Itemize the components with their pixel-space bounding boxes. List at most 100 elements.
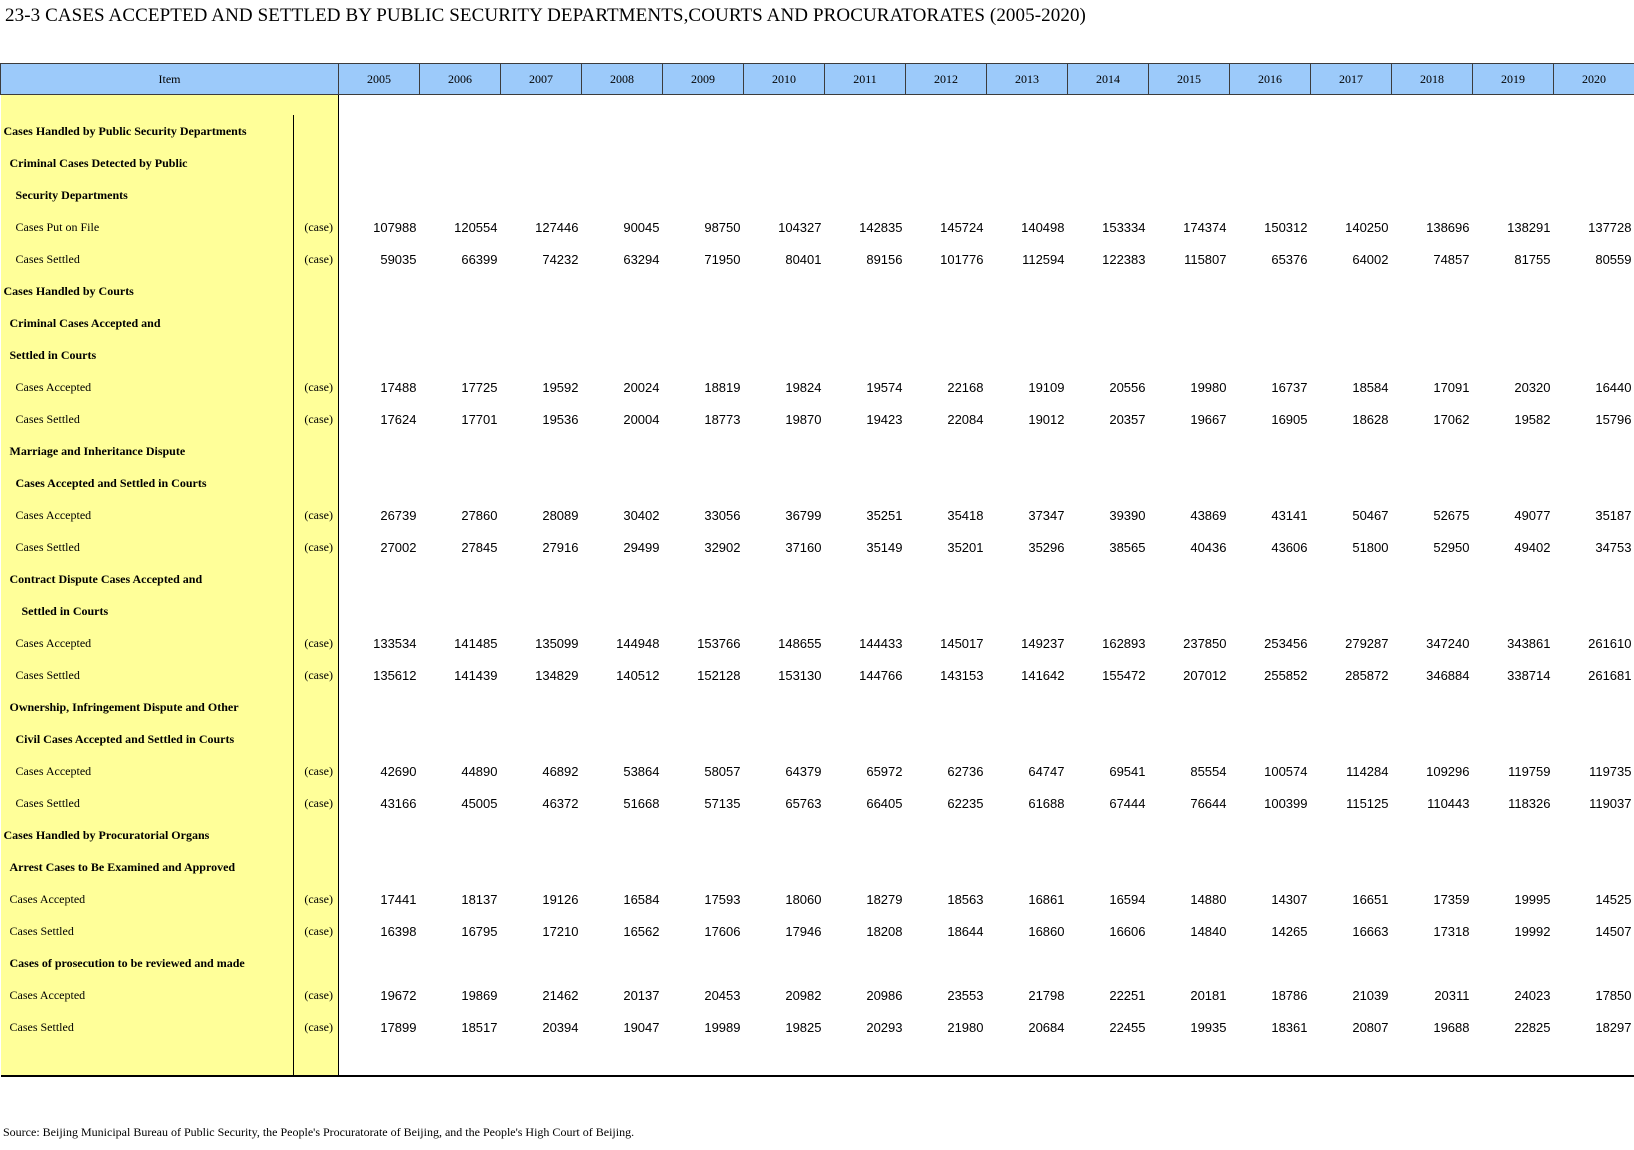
data-cell <box>1473 147 1554 179</box>
data-cell <box>1554 819 1634 851</box>
row-label: Cases Put on File <box>0 211 294 243</box>
unit-label <box>293 851 339 883</box>
data-cell: 18361 <box>1271 1019 1308 1035</box>
data-cell: 261610 <box>1588 635 1632 651</box>
data-cell <box>744 595 825 627</box>
data-cell <box>1068 851 1149 883</box>
data-cell <box>501 275 582 307</box>
data-cell <box>663 691 744 723</box>
data-cell: 14525 <box>1595 891 1632 907</box>
data-cell: 18279 <box>866 891 903 907</box>
data-cell: 35251 <box>866 507 903 523</box>
data-cell: 74857 <box>1433 251 1470 267</box>
unit-label: (case) <box>293 659 339 691</box>
data-cell: 16795 <box>461 923 498 939</box>
data-cell: 120554 <box>454 219 498 235</box>
data-cell: 21980 <box>947 1019 984 1035</box>
data-cell <box>339 339 420 371</box>
data-cell <box>339 851 420 883</box>
data-cell <box>1392 595 1473 627</box>
table-row: Arrest Cases to Be Examined and Approved <box>0 851 1634 883</box>
year-header: 2011 <box>824 63 906 95</box>
data-cell <box>582 467 663 499</box>
data-cell <box>906 179 987 211</box>
data-cell: 37160 <box>785 539 822 555</box>
data-cell <box>1230 435 1311 467</box>
header-row: Item 2005 2006 2007 2008 2009 2010 2011 2012 201… <box>0 63 1634 95</box>
data-cell: 51800 <box>1352 539 1389 555</box>
unit-label: (case) <box>293 755 339 787</box>
year-header: 2020 <box>1553 63 1634 95</box>
table-row: Cases Settled (case) 16398 16795 17210 16562 1… <box>0 915 1634 947</box>
data-cell <box>1392 435 1473 467</box>
section-label: Cases of prosecution to be reviewed and … <box>0 947 294 979</box>
data-cell: 148655 <box>778 635 822 651</box>
data-cell: 17701 <box>461 411 498 427</box>
data-cell: 145017 <box>940 635 984 651</box>
data-cell: 19574 <box>866 379 903 395</box>
unit-label: (case) <box>293 531 339 563</box>
data-cell: 18208 <box>866 923 903 939</box>
data-cell: 22455 <box>1109 1019 1146 1035</box>
year-header: 2006 <box>419 63 501 95</box>
data-cell <box>1149 851 1230 883</box>
year-header: 2015 <box>1148 63 1230 95</box>
data-cell: 19672 <box>380 987 417 1003</box>
data-cell <box>1230 595 1311 627</box>
data-cell: 80401 <box>785 251 822 267</box>
row-label: Cases Settled <box>0 243 294 275</box>
data-cell <box>339 115 420 147</box>
data-cell <box>1230 147 1311 179</box>
data-cell: 285872 <box>1345 667 1389 683</box>
table-row: Cases Settled (case) 43166 45005 46372 51668 5… <box>0 787 1634 819</box>
data-cell <box>1473 819 1554 851</box>
data-cell <box>744 947 825 979</box>
data-cell <box>987 339 1068 371</box>
data-cell <box>1311 147 1392 179</box>
data-cell: 18517 <box>461 1019 498 1035</box>
data-cell <box>1554 563 1634 595</box>
data-cell <box>582 275 663 307</box>
data-cell <box>501 115 582 147</box>
data-cell <box>987 691 1068 723</box>
data-cell <box>744 179 825 211</box>
data-cell <box>339 275 420 307</box>
data-cell: 16651 <box>1352 891 1389 907</box>
data-cell: 20137 <box>623 987 660 1003</box>
data-cell: 20181 <box>1190 987 1227 1003</box>
data-cell: 100574 <box>1264 763 1308 779</box>
data-cell: 152128 <box>697 667 741 683</box>
data-cell <box>339 563 420 595</box>
data-cell <box>1392 339 1473 371</box>
table-row: Cases Accepted (case) 133534 141485 135099 14… <box>0 627 1634 659</box>
data-cell: 20357 <box>1109 411 1146 427</box>
table-row: Cases Settled (case) 27002 27845 27916 29499 3… <box>0 531 1634 563</box>
data-cell: 119735 <box>1589 763 1632 779</box>
data-cell: 20807 <box>1352 1019 1389 1035</box>
table-row: Cases of prosecution to be reviewed and … <box>0 947 1634 979</box>
data-cell <box>825 723 906 755</box>
data-cell <box>1473 275 1554 307</box>
data-cell: 50467 <box>1352 507 1389 523</box>
data-cell <box>1392 115 1473 147</box>
data-cell: 162893 <box>1102 635 1146 651</box>
year-header: 2013 <box>986 63 1068 95</box>
data-cell: 17318 <box>1433 923 1470 939</box>
data-cell <box>663 723 744 755</box>
data-cell: 14880 <box>1190 891 1227 907</box>
row-label <box>0 1043 294 1077</box>
data-cell: 18819 <box>704 379 741 395</box>
data-cell: 98750 <box>704 219 741 235</box>
year-header: 2010 <box>743 63 825 95</box>
data-cell: 43166 <box>380 795 417 811</box>
data-cell <box>987 595 1068 627</box>
data-cell <box>501 467 582 499</box>
table-row: Cases Accepted and Settled in Courts <box>0 467 1634 499</box>
unit-label <box>293 467 339 499</box>
data-cell: 19688 <box>1433 1019 1470 1035</box>
data-cell <box>744 851 825 883</box>
data-cell: 137728 <box>1588 219 1632 235</box>
data-cell: 52950 <box>1433 539 1470 555</box>
data-cell: 18060 <box>785 891 822 907</box>
data-cell <box>339 179 420 211</box>
